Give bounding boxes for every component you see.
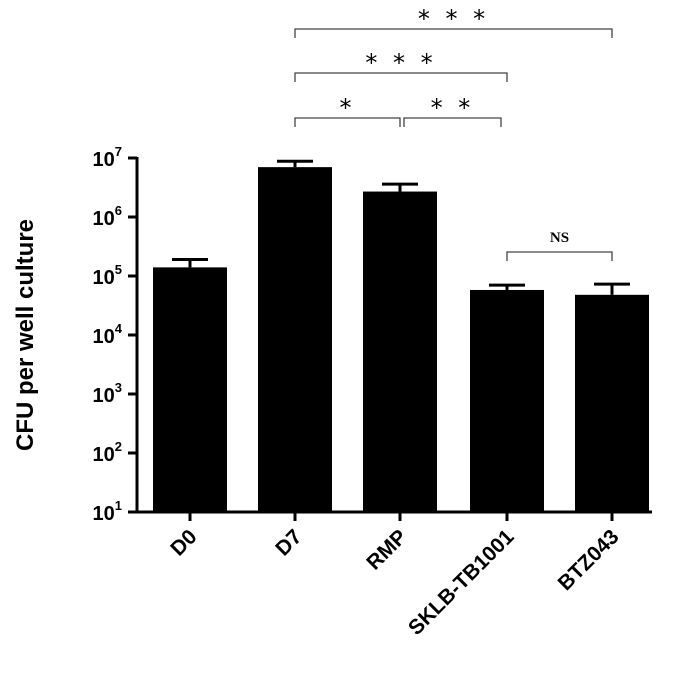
x-tick-label: D7 (271, 525, 306, 560)
significance-label: * * (431, 94, 475, 122)
x-tick-label: SKLB-TB1001 (404, 525, 519, 640)
y-tick-label: 102 (93, 439, 122, 466)
significance-bracket (506, 251, 613, 261)
y-tick-label: 103 (93, 380, 122, 407)
x-tick-label: BTZ043 (554, 525, 624, 595)
y-tick-label: 104 (93, 321, 123, 348)
bar (575, 294, 649, 512)
significance-bracket (294, 28, 613, 38)
significance-label: * * * (365, 49, 436, 77)
significance-bracket (403, 117, 502, 127)
bar (258, 167, 332, 512)
bars (153, 159, 649, 512)
y-axis-label: CFU per well culture (12, 219, 39, 451)
bar (363, 191, 437, 512)
bar (470, 289, 544, 512)
significance-label: * * * (418, 5, 489, 33)
significance-label: * (340, 94, 356, 122)
significance-bracket (294, 72, 508, 82)
y-tick-label: 105 (93, 262, 122, 289)
significance-label: NS (550, 230, 569, 246)
y-tick-label: 101 (93, 498, 122, 525)
x-tick-label: D0 (166, 525, 201, 560)
y-tick-label: 107 (93, 144, 122, 171)
significance-bracket (294, 117, 401, 127)
bar (153, 267, 227, 512)
y-tick-label: 106 (93, 203, 122, 230)
significance-brackets: * * * NS * * * * * * (294, 5, 613, 261)
x-tick-label: RMP (362, 525, 411, 574)
